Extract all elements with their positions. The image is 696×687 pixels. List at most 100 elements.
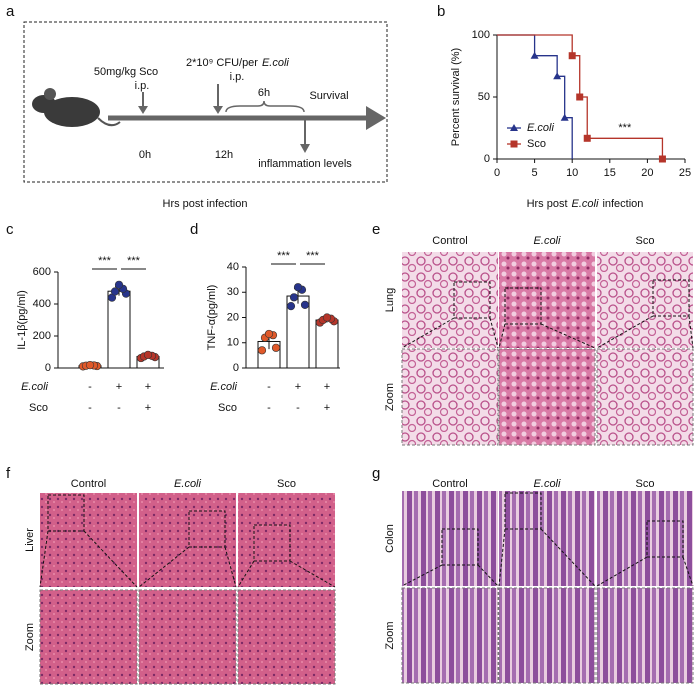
y-tick-label: 0 — [233, 362, 239, 374]
zoom-box — [441, 528, 479, 566]
significance-label: *** — [277, 250, 291, 262]
marker — [583, 134, 591, 142]
column-header: E.coli — [174, 478, 201, 490]
zoom-guide — [682, 556, 694, 587]
tissue-image — [499, 491, 595, 586]
data-point — [300, 300, 310, 309]
bar — [107, 290, 131, 369]
zoom-image — [138, 589, 237, 685]
x-tick-label: 20 — [641, 167, 653, 179]
column-header: Sco — [277, 478, 296, 490]
y-axis-label: IL-1β(pg/ml) — [16, 290, 28, 350]
arrow-head — [138, 106, 148, 114]
tissue-image — [238, 493, 335, 587]
tissue-image — [40, 493, 137, 587]
column-header: Sco — [636, 235, 655, 247]
legend-marker — [510, 140, 518, 148]
annotation: *** — [618, 122, 632, 134]
x-tick-label: 25 — [679, 167, 691, 179]
x-tick-label: 5 — [532, 167, 538, 179]
zoom-guide — [401, 564, 443, 587]
zoom-guide — [39, 530, 49, 588]
row-label: Lung — [384, 288, 396, 312]
caption: Hrs post infection — [163, 198, 248, 210]
timeline-head — [366, 106, 386, 130]
zoom-image — [498, 348, 596, 446]
y-tick-label: 20 — [227, 311, 239, 323]
treatment-sign: - — [267, 381, 271, 393]
data-point — [114, 280, 124, 289]
zoom-image — [39, 589, 138, 685]
brace — [225, 100, 305, 113]
treatment-sign: - — [88, 381, 92, 393]
zoom-image — [401, 348, 499, 446]
data-point — [85, 361, 95, 370]
x-axis-label-part: infection — [602, 198, 643, 210]
zoom-image — [596, 348, 694, 446]
zoom-box — [188, 510, 226, 548]
y-tick-label: 100 — [472, 29, 490, 41]
panel-letter: f — [6, 465, 11, 482]
data-point — [143, 350, 153, 359]
column-header: Control — [71, 478, 106, 490]
row-label: Colon — [384, 524, 396, 553]
zoom-box — [504, 287, 542, 325]
zoom-guide — [289, 560, 336, 588]
treatment-sign: + — [324, 381, 330, 393]
panel-letter: d — [190, 221, 198, 238]
y-tick-label: 0 — [45, 362, 51, 374]
panel-letter: c — [6, 221, 14, 238]
zoom-image — [237, 589, 336, 685]
column-header: Control — [432, 235, 467, 247]
row-label: Zoom — [384, 383, 396, 411]
column-header: E.coli — [534, 478, 561, 490]
data-point — [257, 346, 267, 355]
zoom-guide — [688, 315, 694, 349]
zoom-guide — [498, 528, 506, 587]
zoom-image — [596, 587, 694, 684]
arrow-head — [300, 144, 310, 153]
zoom-box — [646, 520, 684, 558]
x-tick-label: 0 — [494, 167, 500, 179]
zoom-guide — [401, 317, 455, 349]
marker — [576, 93, 584, 101]
treatment-sign: + — [116, 381, 122, 393]
y-tick-label: 200 — [33, 330, 51, 342]
zoom-box — [47, 494, 85, 532]
treatment-name: Sco — [29, 402, 48, 414]
legend-marker — [510, 124, 518, 131]
panel-letter: a — [6, 3, 15, 20]
zoom-guide — [498, 323, 506, 349]
treatment-sign: - — [117, 402, 121, 414]
zoom-guide — [489, 317, 499, 349]
data-point — [264, 329, 274, 339]
treatment-name: E.coli — [21, 381, 48, 393]
zoom-guide — [138, 546, 190, 588]
tissue-image — [402, 252, 498, 348]
data-point — [271, 343, 281, 352]
row-label: Zoom — [24, 623, 36, 651]
zoom-guide — [237, 560, 255, 588]
y-tick-label: 40 — [227, 261, 239, 273]
y-axis-label: Percent survival (%) — [450, 48, 462, 146]
significance-label: *** — [127, 255, 141, 267]
tissue-image — [597, 491, 693, 586]
treatment-sign: + — [324, 402, 330, 414]
legend-label: E.coli — [527, 122, 554, 134]
data-point — [322, 313, 332, 322]
y-tick-label: 0 — [484, 153, 490, 165]
zoom-box — [253, 524, 291, 562]
y-tick-label: 30 — [227, 286, 239, 298]
route: i.p. — [230, 71, 245, 83]
zoom-guide — [596, 315, 654, 349]
row-label: Zoom — [384, 621, 396, 649]
y-tick-label: 50 — [478, 91, 490, 103]
treatment-sign: + — [295, 381, 301, 393]
panel-letter: g — [372, 465, 380, 482]
tissue-image — [402, 491, 498, 586]
zoom-guide — [540, 528, 596, 587]
infection-label: 2*10⁹ CFU/per E.coli — [186, 57, 289, 69]
route: i.p. — [135, 80, 150, 92]
data-point — [293, 283, 303, 292]
